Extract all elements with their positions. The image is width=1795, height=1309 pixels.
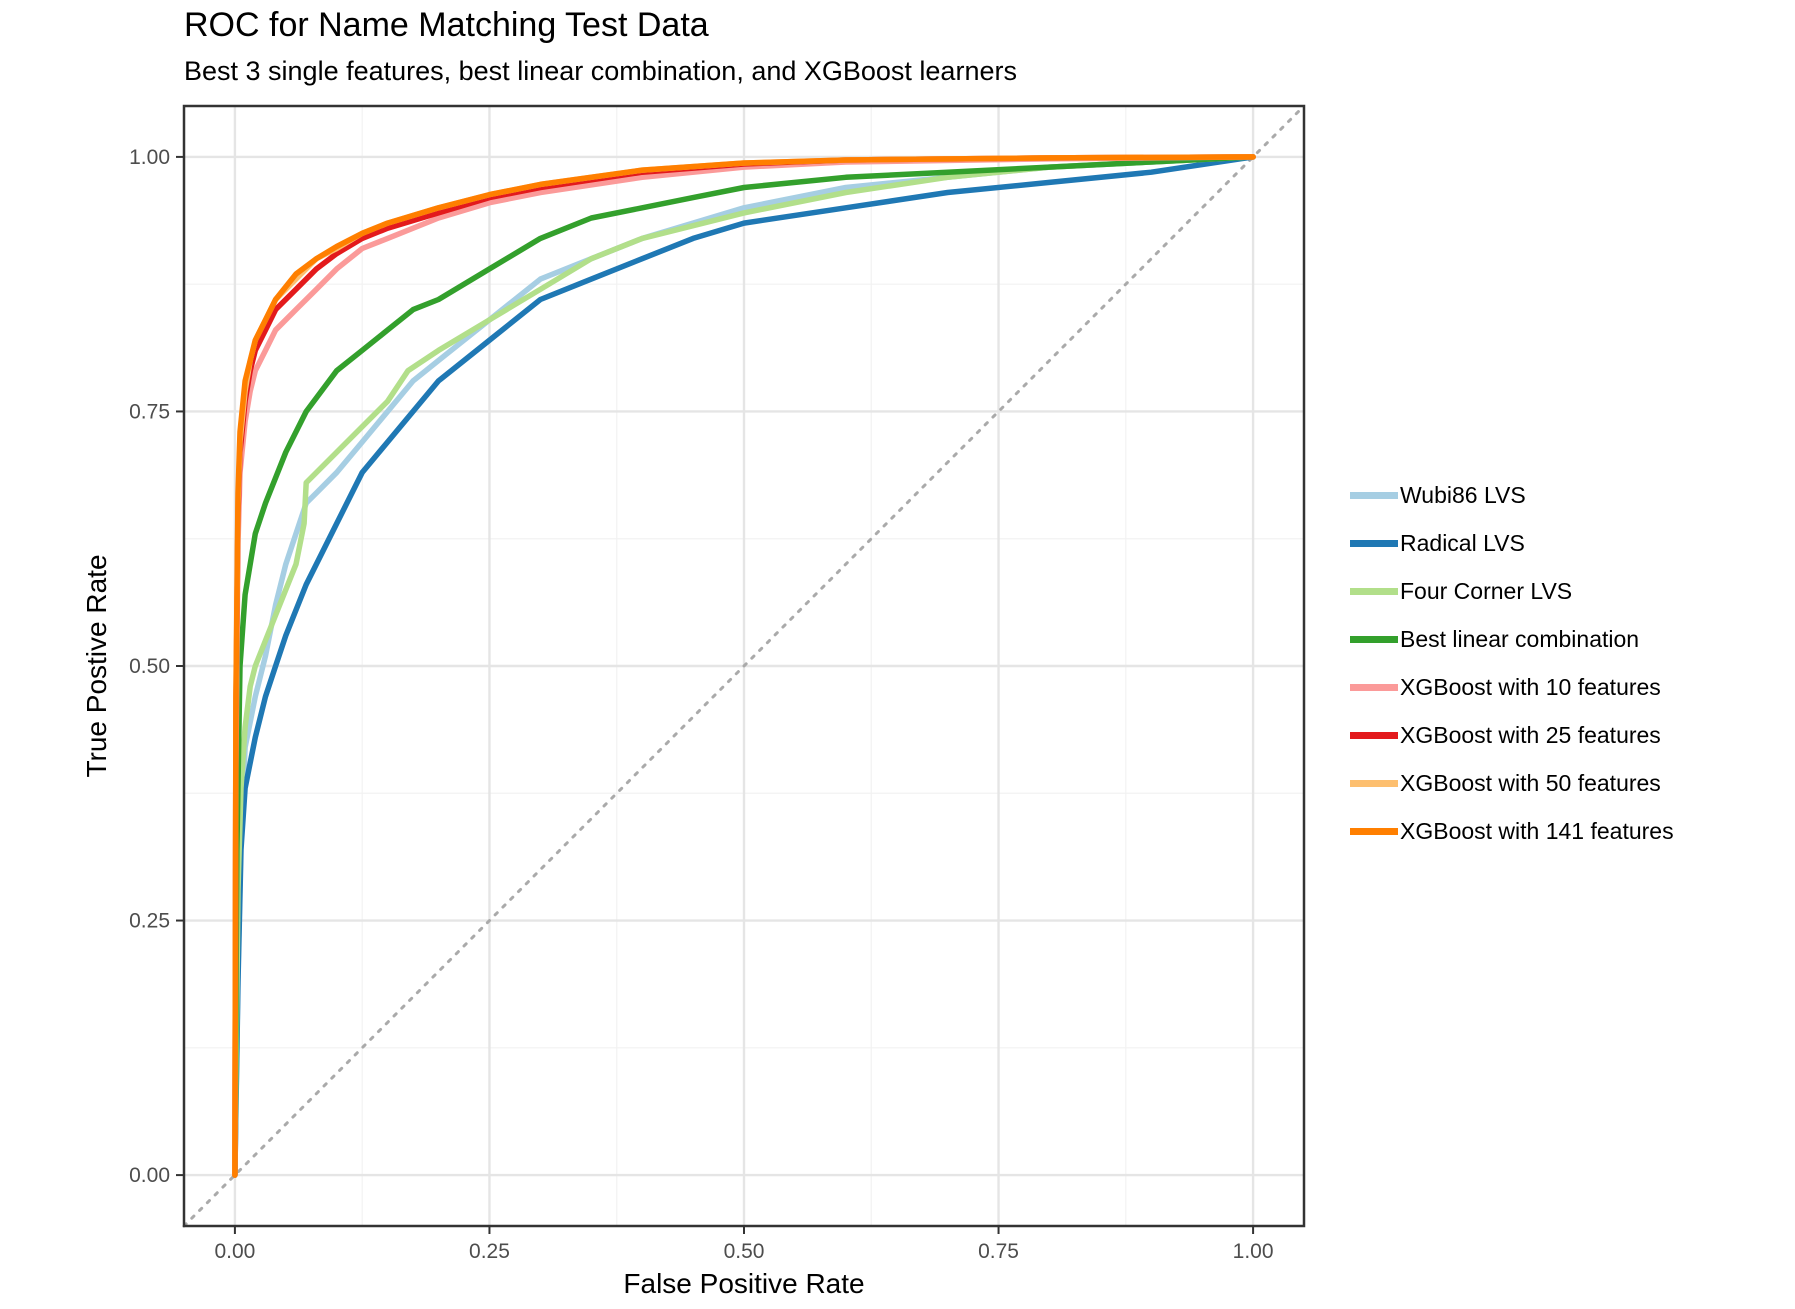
legend-swatch-4	[1350, 684, 1398, 691]
x-tick-label-2: 0.50	[724, 1240, 765, 1263]
legend-label-5: XGBoost with 25 features	[1400, 722, 1661, 748]
ticks-layer: 0.00 0.25 0.50 0.75 1.00 0.00 0.25 0.50 0.75 1.00	[129, 146, 1273, 1263]
y-tick-label-4: 1.00	[129, 146, 170, 169]
chart-title: ROC for Name Matching Test Data	[184, 6, 709, 44]
legend-label-4: XGBoost with 10 features	[1400, 674, 1661, 700]
legend-swatch-2	[1350, 588, 1398, 595]
y-tick-label-0: 0.00	[129, 1164, 170, 1187]
legend-label-1: Radical LVS	[1400, 530, 1525, 556]
diagonal-layer	[182, 104, 1306, 1228]
chart-subtitle: Best 3 single features, best linear comb…	[184, 56, 1017, 86]
legend-swatch-3	[1350, 636, 1398, 643]
x-tick-label-0: 0.00	[214, 1240, 255, 1263]
series-line-0	[232, 154, 1256, 1178]
series-line-2	[232, 154, 1256, 1178]
legend-label-2: Four Corner LVS	[1400, 578, 1573, 604]
legend-swatch-0	[1350, 492, 1398, 499]
y-tick-label-2: 0.50	[129, 655, 170, 678]
x-tick-label-1: 0.25	[469, 1240, 510, 1263]
series-line-1	[232, 154, 1256, 1178]
legend-label-6: XGBoost with 50 features	[1400, 770, 1661, 796]
legend-swatch-6	[1350, 780, 1398, 787]
y-tick-label-1: 0.25	[129, 910, 170, 933]
legend-swatch-7	[1350, 828, 1398, 835]
y-tick-label-3: 0.75	[129, 400, 170, 423]
legend-label-3: Best linear combination	[1400, 626, 1640, 652]
y-axis-title: True Postive Rate	[81, 554, 112, 777]
x-tick-label-4: 1.00	[1233, 1240, 1274, 1263]
series-layer	[232, 154, 1256, 1178]
series-line-3	[232, 154, 1256, 1178]
legend-label-0: Wubi86 LVS	[1400, 482, 1526, 508]
legend-swatch-1	[1350, 540, 1398, 547]
legend-swatch-5	[1350, 732, 1398, 739]
legend-label-7: XGBoost with 141 features	[1400, 818, 1674, 844]
x-tick-label-3: 0.75	[978, 1240, 1019, 1263]
series-line-7	[232, 154, 1256, 1178]
x-axis-title: False Positive Rate	[623, 1268, 864, 1299]
diagonal-reference-line	[182, 104, 1306, 1228]
